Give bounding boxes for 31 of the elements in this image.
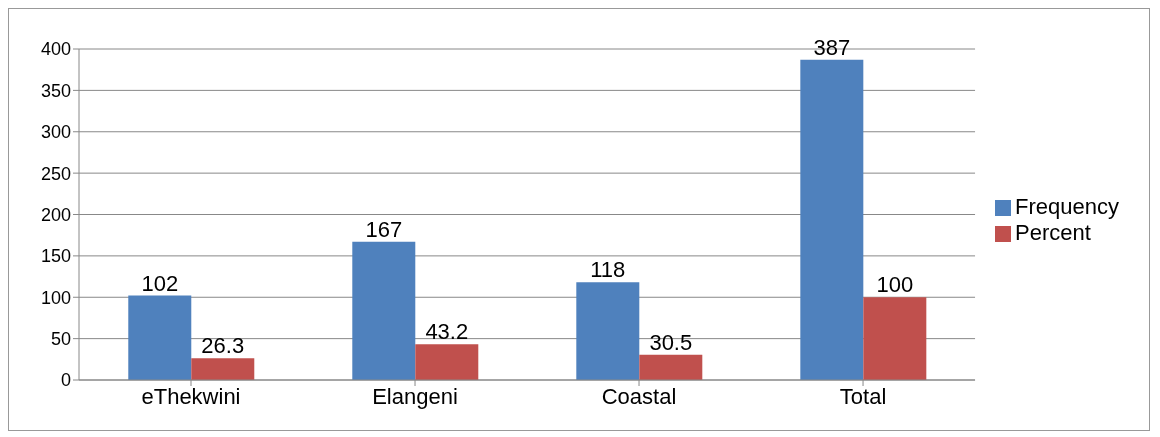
data-label: 43.2: [425, 319, 469, 345]
data-label: 102: [141, 270, 179, 296]
x-tick-label: Total: [839, 383, 887, 409]
y-tick-label: 50: [50, 329, 71, 350]
y-tick-label: 100: [40, 287, 71, 308]
data-label: 26.3: [201, 333, 245, 359]
legend-label: Percent: [1015, 219, 1091, 245]
y-tick-label: 300: [40, 122, 71, 143]
bar: [415, 344, 479, 380]
bar: [863, 297, 927, 380]
y-tick-label: 0: [60, 370, 71, 391]
data-label: 118: [590, 257, 626, 283]
bar: [191, 358, 255, 380]
data-label: 30.5: [649, 329, 693, 355]
y-tick-label: 400: [40, 39, 71, 60]
x-tick-label: Coastal: [601, 383, 677, 409]
y-tick-label: 150: [40, 246, 71, 267]
legend-label: Frequency: [1015, 193, 1119, 219]
x-tick-label: eThekwini: [141, 383, 241, 409]
data-label: 100: [876, 272, 914, 298]
bar: [800, 59, 864, 380]
data-label: 167: [365, 216, 403, 242]
data-label: 387: [813, 34, 851, 60]
bar: [639, 354, 703, 380]
bar: [128, 295, 192, 380]
bar: [352, 241, 416, 380]
y-tick-label: 200: [40, 204, 71, 225]
x-tick-label: Elangeni: [372, 383, 458, 409]
y-tick-label: 350: [40, 80, 71, 101]
bar: [576, 282, 640, 380]
y-tick-label: 250: [40, 163, 71, 184]
